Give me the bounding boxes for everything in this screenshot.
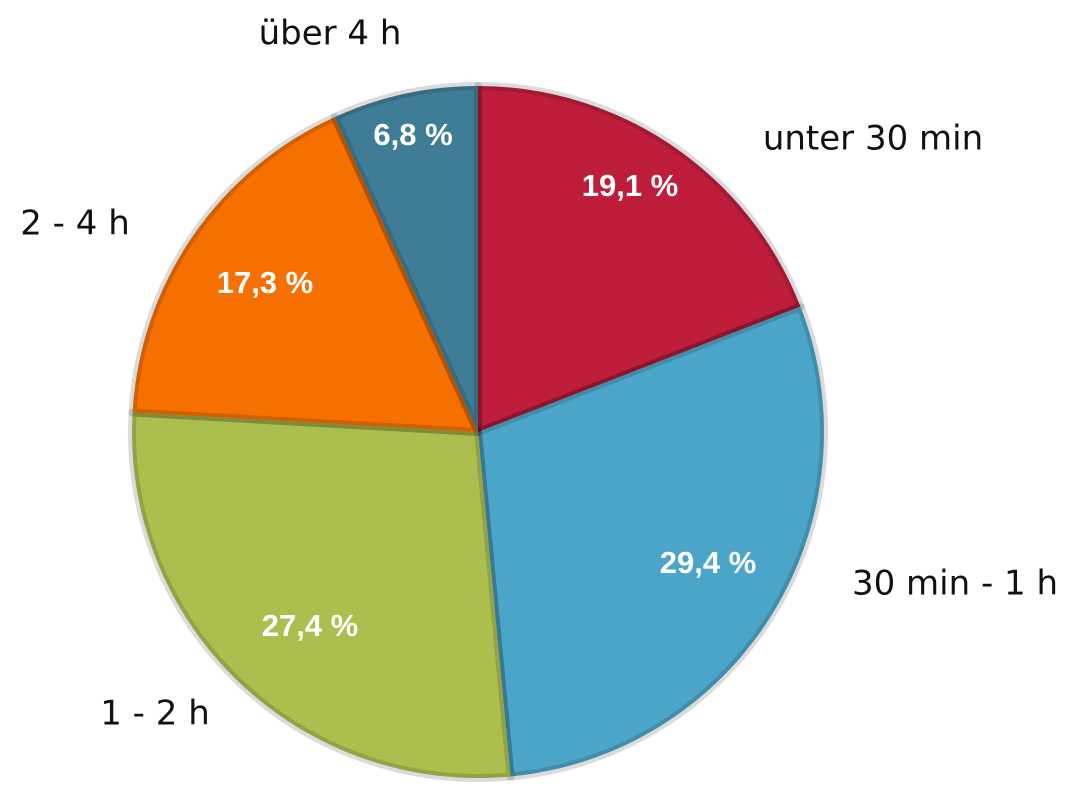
pie-slice — [128, 408, 515, 782]
slice-value-label: 29,4 % — [660, 545, 757, 580]
pie-slice — [128, 113, 482, 436]
slice-value-label: 6,8 % — [373, 117, 452, 152]
pie-slice — [474, 82, 805, 436]
slice-category-label: 30 min - 1 h — [852, 564, 1058, 604]
slice-category-label: 1 - 2 h — [100, 694, 210, 734]
slice-value-label: 19,1 % — [582, 168, 679, 203]
pie-slice — [474, 302, 828, 781]
slice-value-label: 17,3 % — [217, 265, 314, 300]
slice-category-label: unter 30 min — [763, 119, 983, 159]
slice-value-label: 27,4 % — [262, 608, 359, 643]
slice-category-label: über 4 h — [259, 14, 402, 54]
pie-slice — [330, 82, 482, 436]
slice-category-label: 2 - 4 h — [20, 204, 130, 244]
